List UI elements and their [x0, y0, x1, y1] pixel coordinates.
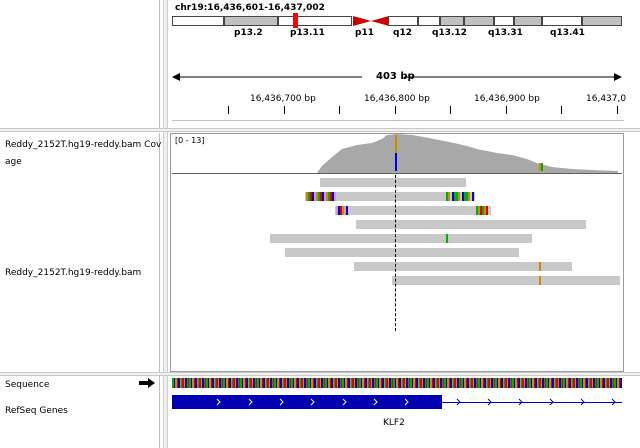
- alignment-read[interactable]: [270, 234, 532, 243]
- tick-mark: [617, 106, 618, 114]
- tick-mark: [506, 106, 507, 114]
- feature-name-panel: [0, 376, 160, 448]
- band-label-p13.11: p13.11: [290, 28, 325, 38]
- band-label-q13.31: q13.31: [488, 28, 523, 38]
- coverage-range: [0 - 13]: [175, 136, 205, 145]
- refseq-track-label[interactable]: RefSeq Genes: [5, 406, 68, 416]
- band-label-q13.41: q13.41: [550, 28, 585, 38]
- right-arrow-icon[interactable]: [139, 378, 155, 388]
- mismatch-cluster: [476, 206, 488, 215]
- band-p13.11: [294, 16, 352, 26]
- band-q13.12: [440, 16, 464, 26]
- band-label-p13.2: p13.2: [234, 28, 263, 38]
- coverage-track-label[interactable]: Reddy_2152T.hg19-reddy.bam Cov: [5, 140, 162, 150]
- coverage-track[interactable]: [172, 133, 622, 175]
- band-p13.3: [172, 16, 224, 26]
- coverage-divider: [172, 173, 622, 174]
- header-name-panel: [0, 0, 160, 128]
- centromere: [353, 16, 389, 26]
- tick-label-1: 16,436,700 bp: [250, 94, 316, 104]
- band-q13.31: [494, 16, 514, 26]
- tick-label-4: 16,437,0: [586, 94, 627, 104]
- tick-label-2: 16,436,800 bp: [364, 94, 430, 104]
- band-q13.42: [582, 16, 622, 26]
- alignment-read[interactable]: [356, 220, 586, 229]
- sequence-track-label[interactable]: Sequence: [5, 380, 50, 390]
- chromosome-ideogram[interactable]: p13.2 p13.11 p11 q12 q13.12 q13.31 q13.4…: [172, 0, 622, 40]
- center-line: [395, 175, 397, 331]
- mismatch: [539, 262, 541, 271]
- tick-mark: [228, 106, 229, 114]
- feature-separator[interactable]: [0, 372, 640, 376]
- alignment-read[interactable]: [285, 248, 519, 257]
- locus-label: chr19:16,436,601-16,437,002: [175, 3, 325, 13]
- band-label-p11: p11: [355, 28, 374, 38]
- band-p13.13: [278, 16, 294, 26]
- coverage-track-label-wrap: age: [5, 157, 22, 167]
- band-q13.41: [542, 16, 582, 26]
- gene-exon[interactable]: [172, 395, 442, 409]
- current-region-marker: [293, 13, 298, 28]
- band-q13.11: [418, 16, 440, 26]
- span-label: 403 bp: [376, 71, 415, 82]
- tick-mark: [395, 106, 396, 114]
- mismatch: [539, 276, 541, 285]
- tick-label-3: 16,436,900 bp: [474, 94, 540, 104]
- band-label-q12: q12: [393, 28, 412, 38]
- band-p13.2: [224, 16, 278, 26]
- alignment-read[interactable]: [335, 206, 491, 215]
- ruler-bottom-line: [172, 120, 624, 121]
- mismatch: [446, 234, 448, 243]
- data-name-panel: [0, 133, 160, 373]
- sequence-track[interactable]: [172, 378, 622, 388]
- header-separator[interactable]: [0, 128, 640, 132]
- name-attribute-divider[interactable]: [163, 0, 168, 448]
- gene-name: KLF2: [383, 418, 405, 428]
- mismatch-cluster: [306, 192, 336, 201]
- tick-mark: [561, 106, 562, 114]
- band-label-q13.12: q13.12: [432, 28, 467, 38]
- alignment-read[interactable]: [354, 262, 572, 271]
- alignment-read[interactable]: [305, 192, 475, 201]
- tick-mark: [284, 106, 285, 114]
- alignment-read[interactable]: [320, 178, 466, 187]
- span-ruler: [172, 73, 622, 81]
- band-q13.32: [514, 16, 542, 26]
- tick-mark: [450, 106, 451, 114]
- band-q13.2: [464, 16, 494, 26]
- alignment-read[interactable]: [392, 276, 620, 285]
- alignment-track-label[interactable]: Reddy_2152T.hg19-reddy.bam: [5, 268, 142, 278]
- mismatch-cluster: [446, 192, 474, 201]
- band-q12: [388, 16, 418, 26]
- tick-mark: [339, 106, 340, 114]
- mismatch-cluster: [336, 206, 348, 215]
- strand-arrows: [216, 398, 616, 406]
